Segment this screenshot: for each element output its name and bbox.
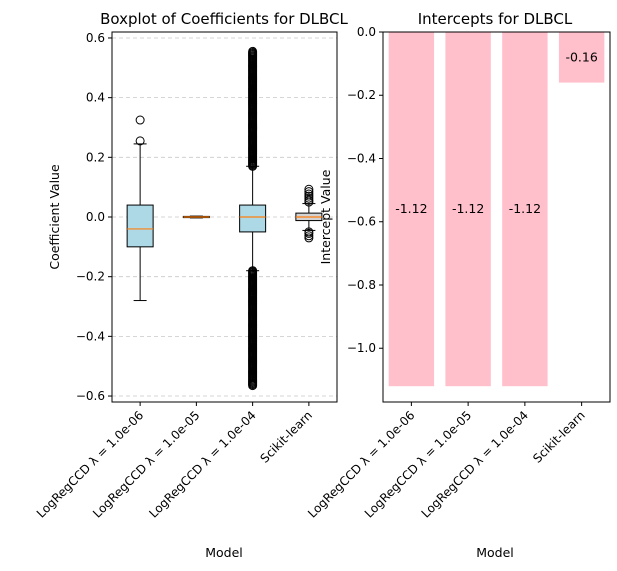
box <box>239 204 267 233</box>
outlier-point <box>135 115 145 125</box>
intercept-bar <box>502 32 548 387</box>
outlier-point <box>248 266 258 276</box>
outlier-point <box>304 184 314 194</box>
intercept-bar <box>445 32 491 387</box>
intercept-bars: -1.12 -1.12 -1.12 -0.16 <box>388 32 605 387</box>
x-tick-label: Scikit-learn <box>258 408 315 465</box>
outlier-point <box>304 187 314 197</box>
boxplot-y-label: Coefficient Value <box>47 164 62 270</box>
y-tick-label: −0.2 <box>76 270 105 284</box>
y-tick-label: −0.6 <box>347 215 376 229</box>
outlier-point <box>304 227 314 237</box>
outlier-point <box>304 233 314 243</box>
y-tick-label: 0.4 <box>86 91 105 105</box>
intercepts-y-ticks: −1.0 −0.8 −0.6 −0.4 −0.2 0.0 <box>347 25 383 355</box>
y-tick-label: −0.8 <box>347 278 376 292</box>
outlier-point <box>304 231 314 241</box>
boxplot-x-label: Model <box>205 545 243 560</box>
intercepts-title: Intercepts for DLBCL <box>418 10 573 28</box>
outlier-point <box>304 195 314 205</box>
y-tick-label: −1.0 <box>347 341 376 355</box>
intercept-bar <box>388 32 435 387</box>
y-tick-label: 0.0 <box>357 25 376 39</box>
outlier-point <box>135 136 145 146</box>
boxplot-chart: Boxplot of Coefficients for DLBCL −0.6−0… <box>34 10 349 560</box>
y-tick-label: −0.4 <box>347 151 376 165</box>
y-tick-label: 0.2 <box>86 150 105 164</box>
y-tick-label: −0.2 <box>347 88 376 102</box>
x-tick-label: LogRegCCD λ = 1.0e-04 <box>419 408 531 520</box>
intercepts-frame <box>382 31 611 403</box>
outlier-point <box>304 189 314 199</box>
y-tick-label: −0.6 <box>76 389 105 403</box>
x-tick-label: Scikit-learn <box>530 408 587 465</box>
intercepts-x-label: Model <box>476 545 514 560</box>
intercepts-chart: Intercepts for DLBCL -1.12 -1.12 -1.12 -0.1… <box>305 10 611 560</box>
boxplot-title: Boxplot of Coefficients for DLBCL <box>100 10 348 28</box>
y-tick-label: 0.6 <box>86 31 105 45</box>
outlier-point <box>304 193 314 203</box>
y-tick-label: 0.0 <box>86 210 105 224</box>
x-tick-label: LogRegCCD λ = 1.0e-06 <box>34 408 146 520</box>
x-tick-label: LogRegCCD λ = 1.0e-06 <box>305 408 417 520</box>
y-tick-label: −0.4 <box>76 329 105 343</box>
boxplot-y-ticks: −0.6 −0.4 −0.2 0.0 0.2 0.4 0.6 <box>76 31 112 403</box>
x-tick-label: LogRegCCD λ = 1.0e-04 <box>146 408 258 520</box>
bar-value-label: -1.12 <box>509 201 541 216</box>
bar-value-label: -0.16 <box>565 49 597 64</box>
outlier-point <box>248 46 258 56</box>
boxplot-boxes <box>126 46 323 391</box>
outlier-point <box>304 191 314 201</box>
x-tick-label: LogRegCCD λ = 1.0e-05 <box>90 408 202 520</box>
x-tick-label: LogRegCCD λ = 1.0e-05 <box>362 408 474 520</box>
intercept-bar <box>558 32 605 83</box>
bar-value-label: -1.12 <box>395 201 427 216</box>
intercepts-y-label: Intercept Value <box>318 169 333 264</box>
bar-value-label: -1.12 <box>452 201 484 216</box>
box <box>126 204 154 248</box>
